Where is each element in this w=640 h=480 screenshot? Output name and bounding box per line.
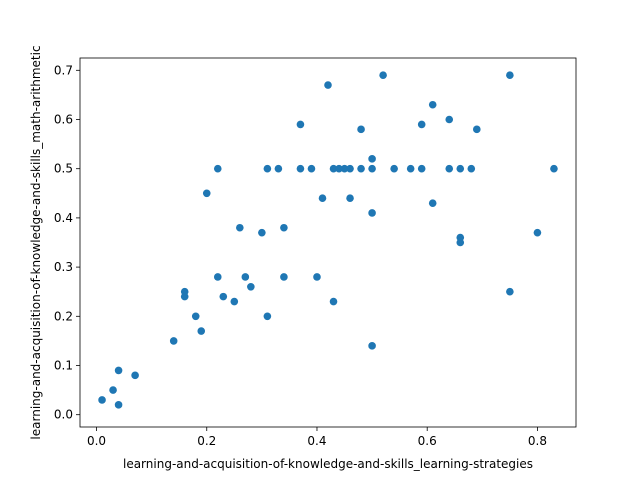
data-point (131, 371, 139, 380)
x-axis-ticks: 0.0 0.2 0.4 0.6 0.8 (87, 427, 547, 448)
y-tick-label: 0.7 (54, 63, 73, 77)
data-point (180, 287, 189, 296)
data-point (428, 100, 437, 109)
x-tick-label: 0.2 (197, 434, 216, 448)
data-point (329, 164, 338, 173)
data-point (357, 125, 365, 134)
data-point (368, 155, 376, 163)
y-tick-label: 0.4 (54, 211, 73, 225)
data-point (445, 115, 454, 124)
data-point (109, 386, 117, 394)
data-point (335, 164, 343, 173)
data-point (307, 164, 316, 173)
y-tick-label: 0.3 (54, 260, 73, 274)
y-tick-label: 0.5 (54, 162, 73, 176)
y-axis-ticks: 0.0 0.1 0.2 0.3 0.4 0.5 0.6 0.7 (54, 63, 80, 422)
data-point (346, 164, 354, 173)
y-tick-label: 0.6 (54, 113, 73, 127)
data-point (213, 164, 222, 173)
data-point (230, 297, 239, 306)
data-point (263, 312, 272, 321)
data-point (417, 120, 426, 129)
data-point (280, 223, 288, 232)
data-point (357, 164, 365, 173)
data-point (368, 342, 376, 350)
data-point (191, 312, 200, 321)
data-point (318, 194, 327, 203)
data-point (169, 337, 178, 345)
data-point (274, 164, 283, 173)
data-point (213, 273, 222, 281)
data-point (236, 223, 244, 232)
data-point (247, 282, 255, 291)
data-point (456, 238, 465, 247)
data-point (346, 194, 354, 203)
data-point (313, 273, 321, 281)
data-point (114, 366, 123, 375)
x-tick-label: 0.4 (307, 434, 326, 448)
data-point (390, 164, 398, 173)
y-tick-label: 0.2 (54, 309, 73, 323)
data-point (258, 228, 266, 237)
data-point (379, 71, 387, 80)
x-tick-label: 0.0 (87, 434, 106, 448)
y-axis-label: learning-and-acquisition-of-knowledge-an… (29, 45, 43, 439)
x-tick-label: 0.8 (528, 434, 547, 448)
data-point (368, 209, 376, 217)
data-point (296, 120, 305, 129)
data-point (550, 164, 558, 173)
data-point (296, 164, 305, 173)
plot-area (79, 57, 577, 428)
y-tick-label: 0.1 (54, 359, 73, 373)
data-point (202, 189, 211, 198)
data-point (506, 287, 514, 296)
data-point (506, 71, 514, 80)
data-point (197, 327, 206, 335)
data-point (428, 199, 437, 207)
data-point (417, 164, 426, 173)
data-point (340, 164, 349, 173)
data-point (456, 164, 465, 173)
data-point (241, 273, 250, 281)
data-point (406, 164, 415, 173)
data-point (280, 273, 288, 281)
x-axis-label: learning-and-acquisition-of-knowledge-an… (123, 457, 533, 471)
data-point (467, 164, 476, 173)
data-point (329, 297, 338, 306)
y-tick-label: 0.0 (54, 408, 73, 422)
data-point (533, 228, 542, 237)
data-point (445, 164, 454, 173)
data-point (368, 164, 376, 173)
data-point (219, 292, 228, 301)
data-point (473, 125, 481, 134)
data-point (98, 396, 106, 404)
data-point (263, 164, 272, 173)
data-points (98, 71, 558, 409)
data-point (114, 401, 123, 409)
data-point (324, 81, 332, 89)
x-tick-label: 0.6 (418, 434, 437, 448)
